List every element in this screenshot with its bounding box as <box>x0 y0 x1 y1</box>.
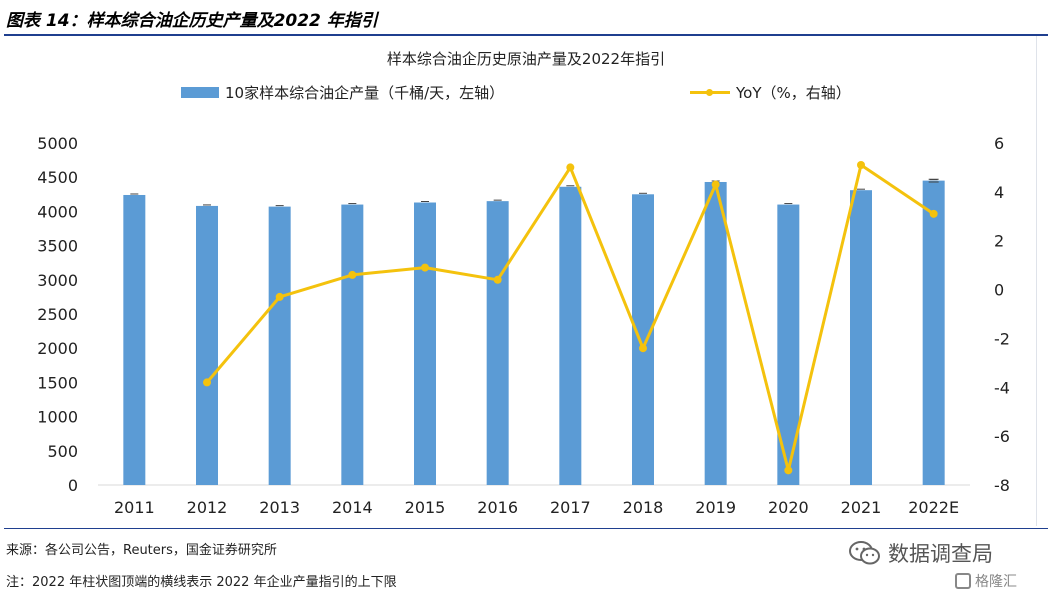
x-tick-label: 2013 <box>259 498 300 517</box>
source-text: 来源：各公司公告，Reuters，国金证券研究所 <box>6 543 277 558</box>
brand-watermark-text: 格隆汇 <box>975 574 1017 590</box>
x-tick-label: 2012 <box>187 498 228 517</box>
y-left-tick-label: 4500 <box>37 168 78 187</box>
note-text: 注：2022 年柱状图顶端的横线表示 2022 年企业产量指引的上下限 <box>6 575 397 590</box>
x-tick-label: 2015 <box>405 498 446 517</box>
y-right-tick-label: -2 <box>994 329 1010 348</box>
yoy-point <box>493 275 502 284</box>
y-left-tick-label: 5000 <box>37 134 78 153</box>
x-tick-label: 2017 <box>550 498 591 517</box>
yoy-point <box>566 163 575 172</box>
chart-svg: 0 500 1000 1500 2000 2500 3000 3500 4000 4500 5000… <box>37 134 1010 517</box>
yoy-point <box>421 263 429 272</box>
y-left-tick-label: 1500 <box>37 373 78 392</box>
bar <box>922 180 945 485</box>
y-right-tick-label: 6 <box>994 134 1004 153</box>
bar <box>777 204 800 485</box>
wechat-icon <box>849 541 880 565</box>
y-right-tick-label: -6 <box>994 427 1010 446</box>
y-left-tick-label: 2000 <box>37 339 78 358</box>
x-tick-label: 2019 <box>695 498 736 517</box>
bottom-rule <box>4 528 1048 529</box>
yoy-point <box>348 270 357 279</box>
legend-line-swatch <box>690 87 730 98</box>
chart-legend: 10家样本综合油企产量（千桶/天，左轴） YoY（%，右轴） <box>0 82 1052 102</box>
yoy-point <box>711 180 720 189</box>
y-right-tick-label: -4 <box>994 378 1010 397</box>
bar <box>123 194 146 485</box>
y-right-tick-label: 0 <box>994 281 1004 300</box>
yoy-point <box>929 209 938 218</box>
x-tick-label: 2018 <box>623 498 664 517</box>
bar <box>486 201 509 485</box>
wechat-watermark: 数据调查局 <box>848 538 993 568</box>
yoy-point <box>275 292 284 301</box>
y-left-tick-label: 0 <box>68 476 78 495</box>
yoy-point <box>203 378 211 387</box>
legend-bar-label: 10家样本综合油企产量（千桶/天，左轴） <box>225 84 505 102</box>
figure-title: 图表 14：样本综合油企历史产量及2022 年指引 <box>6 11 378 31</box>
y-left-tick-label: 2500 <box>37 305 78 324</box>
bar <box>704 181 727 485</box>
legend-line-label: YoY（%，右轴） <box>736 84 851 102</box>
bar <box>268 206 291 485</box>
x-tick-label: 2014 <box>332 498 373 517</box>
y-left-tick-label: 3000 <box>37 271 78 290</box>
bar <box>850 190 872 486</box>
gelonghui-logo-icon <box>955 573 971 589</box>
bar <box>559 186 582 485</box>
bar <box>341 204 364 485</box>
legend-item-line: YoY（%，右轴） <box>690 82 851 103</box>
y-left-tick-label: 3500 <box>37 237 78 256</box>
legend-bar-swatch <box>181 87 219 98</box>
title-rule <box>4 34 1048 36</box>
y-right-tick-label: 4 <box>994 183 1004 202</box>
x-tick-label: 2022E <box>908 498 959 517</box>
x-tick-label: 2016 <box>477 498 518 517</box>
bar <box>414 202 436 485</box>
chart-title: 样本综合油企历史原油产量及2022年指引 <box>386 50 666 68</box>
brand-watermark: 格隆汇 <box>955 571 1017 591</box>
legend-item-bars: 10家样本综合油企产量（千桶/天，左轴） <box>181 82 504 103</box>
right-border <box>1036 36 1037 526</box>
x-tick-label: 2020 <box>768 498 809 517</box>
bar <box>632 194 654 486</box>
wechat-watermark-text: 数据调查局 <box>888 542 993 566</box>
y-right-tick-label: -8 <box>994 476 1010 495</box>
yoy-point <box>639 344 647 353</box>
x-tick-label: 2011 <box>114 498 155 517</box>
bar <box>196 205 218 486</box>
y-left-tick-label: 1000 <box>37 408 78 427</box>
y-right-tick-label: 2 <box>994 232 1004 251</box>
yoy-point <box>857 160 865 169</box>
chart: 样本综合油企历史原油产量及2022年指引 10家样本综合油企产量（千桶/天，左轴… <box>0 36 1052 528</box>
y-left-tick-label: 500 <box>47 442 78 461</box>
yoy-point <box>784 466 793 475</box>
x-tick-label: 2021 <box>841 498 882 517</box>
y-left-tick-label: 4000 <box>37 202 78 221</box>
